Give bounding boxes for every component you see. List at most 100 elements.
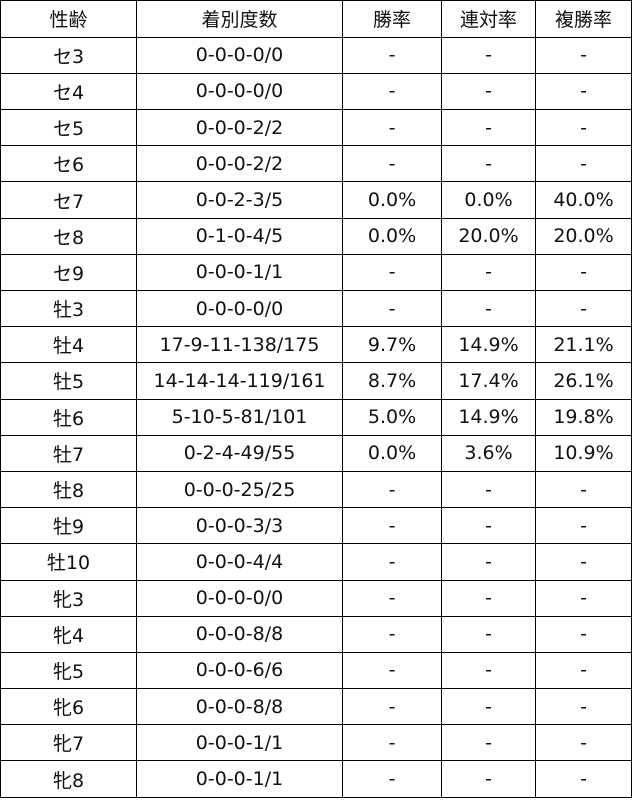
cell-win-rate: - — [342, 507, 442, 545]
cell-top3-rate: - — [535, 651, 632, 690]
cell-top2-rate: - — [441, 72, 536, 111]
cell-top2-rate: - — [441, 688, 536, 726]
table-row: 牡6 5-10-5-81/101 5.0% 14.9% 19.8% — [0, 398, 632, 436]
table-row: セ3 0-0-0-0/0- - - — [0, 36, 632, 74]
header-row: 性齢 着別度数 勝率 連対率 複勝率 — [0, 0, 632, 38]
cell-sex-age: 牡8 — [0, 470, 137, 509]
table-row: 牡8 0-0-0-25/25- - - — [0, 470, 632, 509]
cell-win-rate: - — [342, 72, 442, 111]
cell-finish-record: 0-0-0-2/2 — [136, 109, 343, 147]
table-row: セ5 0-0-0-2/2- - - — [0, 109, 632, 147]
table-row: セ4 0-0-0-0/0- - - — [0, 72, 632, 111]
cell-top3-rate: 19.8% — [535, 398, 632, 436]
table-row: セ9 0-0-0-1/1- - - — [0, 253, 632, 292]
cell-top3-rate: - — [535, 36, 632, 74]
cell-top3-rate: 26.1% — [535, 362, 632, 400]
cell-sex-age: セ5 — [0, 109, 137, 147]
cell-win-rate: - — [342, 109, 442, 147]
header-top2-rate: 連対率 — [441, 0, 536, 38]
cell-sex-age: 牡6 — [0, 398, 137, 436]
cell-top3-rate: 40.0% — [535, 181, 632, 219]
cell-top3-rate: - — [535, 109, 632, 147]
cell-top3-rate: - — [535, 688, 632, 726]
cell-sex-age: 牝3 — [0, 579, 137, 617]
cell-top2-rate: 0.0% — [441, 181, 536, 219]
table-row: 牡9 0-0-0-3/3- - - — [0, 507, 632, 545]
header-win-rate: 勝率 — [342, 0, 442, 38]
cell-sex-age: 牡7 — [0, 434, 137, 472]
cell-finish-record: 0-0-0-1/1 — [136, 724, 343, 762]
cell-top2-rate: - — [441, 651, 536, 690]
cell-win-rate: - — [342, 760, 442, 798]
cell-top2-rate: - — [441, 615, 536, 653]
cell-top3-rate: - — [535, 145, 632, 183]
cell-top2-rate: - — [441, 507, 536, 545]
table-row: セ7 0-0-2-3/5 0.0% 0.0% 40.0% — [0, 181, 632, 219]
cell-win-rate: - — [342, 651, 442, 690]
cell-top3-rate: - — [535, 253, 632, 292]
cell-top2-rate: - — [441, 289, 536, 328]
table-row: 牡3 0-0-0-0/0- - - — [0, 289, 632, 328]
cell-sex-age: セ7 — [0, 181, 137, 219]
cell-sex-age: 牡10 — [0, 543, 137, 581]
cell-finish-record: 0-0-0-1/1 — [136, 760, 343, 798]
cell-finish-record: 0-0-0-0/0 — [136, 36, 343, 74]
table-row: 牝4 0-0-0-8/8- - - — [0, 615, 632, 653]
cell-sex-age: 牡5 — [0, 362, 137, 400]
cell-sex-age: 牡9 — [0, 507, 137, 545]
cell-win-rate: 5.0% — [342, 398, 442, 436]
cell-sex-age: 牝8 — [0, 760, 137, 798]
cell-finish-record: 0-0-0-4/4 — [136, 543, 343, 581]
cell-top3-rate: - — [535, 72, 632, 111]
cell-finish-record: 0-0-0-6/6 — [136, 651, 343, 690]
table-row: セ6 0-0-0-2/2- - - — [0, 145, 632, 183]
cell-finish-record: 0-0-2-3/5 — [136, 181, 343, 219]
cell-top3-rate: - — [535, 724, 632, 762]
cell-sex-age: 牝5 — [0, 651, 137, 690]
cell-win-rate: - — [342, 253, 442, 292]
cell-finish-record: 0-0-0-8/8 — [136, 615, 343, 653]
table-row: 牡5 14-14-14-119/161 8.7% 17.4% 26.1% — [0, 362, 632, 400]
cell-finish-record: 5-10-5-81/101 — [136, 398, 343, 436]
cell-top2-rate: - — [441, 724, 536, 762]
cell-top2-rate: - — [441, 760, 536, 798]
cell-win-rate: - — [342, 688, 442, 726]
cell-finish-record: 0-1-0-4/5 — [136, 217, 343, 255]
cell-top3-rate: 21.1% — [535, 326, 632, 364]
cell-top2-rate: - — [441, 145, 536, 183]
header-finish-record: 着別度数 — [136, 0, 343, 38]
cell-sex-age: セ6 — [0, 145, 137, 183]
cell-top2-rate: 14.9% — [441, 398, 536, 436]
table-row: 牡7 0-2-4-49/55 0.0% 3.6% 10.9% — [0, 434, 632, 472]
cell-win-rate: - — [342, 543, 442, 581]
cell-top3-rate: - — [535, 470, 632, 509]
cell-finish-record: 0-0-0-0/0 — [136, 72, 343, 111]
cell-win-rate: - — [342, 145, 442, 183]
cell-top2-rate: - — [441, 470, 536, 509]
cell-top2-rate: 3.6% — [441, 434, 536, 472]
cell-sex-age: セ3 — [0, 36, 137, 74]
cell-top2-rate: - — [441, 109, 536, 147]
table-row: 牝7 0-0-0-1/1- - - — [0, 724, 632, 762]
table-row: 牝8 0-0-0-1/1- - - — [0, 760, 632, 798]
cell-win-rate: - — [342, 470, 442, 509]
cell-win-rate: 9.7% — [342, 326, 442, 364]
cell-sex-age: 牝4 — [0, 615, 137, 653]
table-row: 牡4 17-9-11-138/175 9.7% 14.9% 21.1% — [0, 326, 632, 364]
cell-top2-rate: - — [441, 579, 536, 617]
cell-finish-record: 0-0-0-25/25 — [136, 470, 343, 509]
table-row: セ8 0-1-0-4/5 0.0% 20.0% 20.0% — [0, 217, 632, 255]
cell-top3-rate: 20.0% — [535, 217, 632, 255]
cell-finish-record: 0-0-0-3/3 — [136, 507, 343, 545]
cell-top2-rate: - — [441, 36, 536, 74]
cell-win-rate: - — [342, 615, 442, 653]
table-row: 牡10 0-0-0-4/4- - - — [0, 543, 632, 581]
cell-top3-rate: 10.9% — [535, 434, 632, 472]
cell-finish-record: 0-0-0-2/2 — [136, 145, 343, 183]
cell-top3-rate: - — [535, 579, 632, 617]
cell-finish-record: 0-0-0-8/8 — [136, 688, 343, 726]
cell-sex-age: 牝7 — [0, 724, 137, 762]
cell-sex-age: セ8 — [0, 217, 137, 255]
cell-sex-age: セ9 — [0, 253, 137, 292]
